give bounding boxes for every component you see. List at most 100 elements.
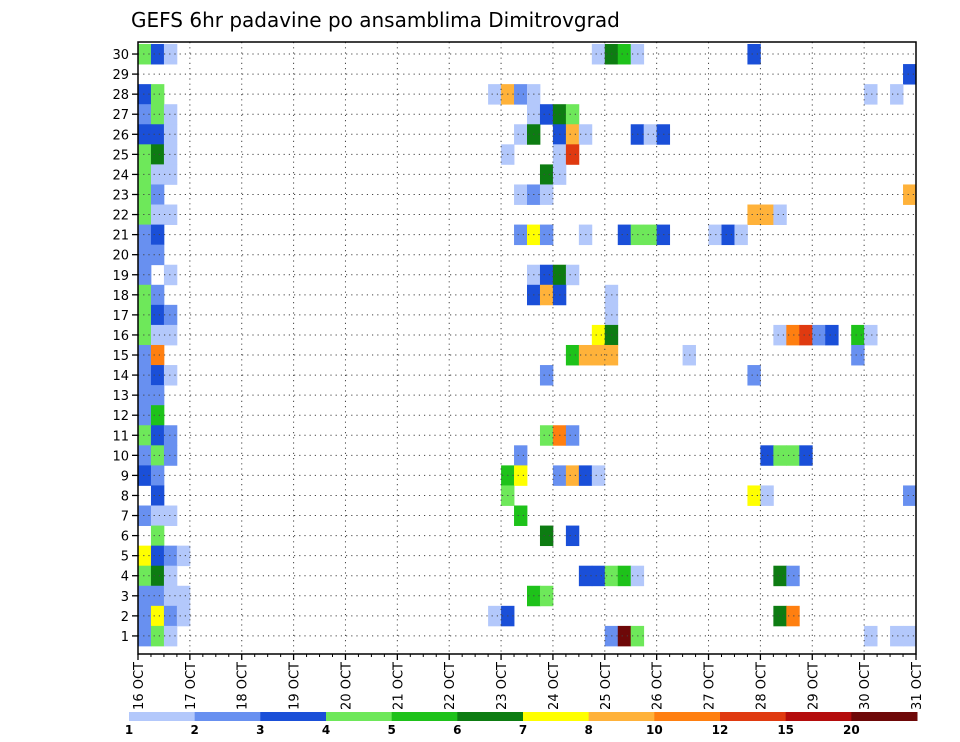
cell-member-2-174 — [163, 605, 178, 627]
colorbar-swatch-2 — [260, 712, 327, 721]
cell-member-27-17 — [138, 104, 152, 125]
cell-member-7-146 — [150, 505, 165, 526]
x-tick-label-7: 23 OCT — [495, 662, 510, 710]
cell-member-22-54 — [163, 204, 178, 225]
cell-member-10-126 — [163, 445, 178, 466]
cell-member-16-94 — [773, 324, 787, 346]
cell-member-2-179 — [786, 605, 800, 627]
cell-member-22-52 — [138, 204, 152, 225]
cell-member-29-8 — [903, 64, 917, 85]
cell-member-7-145 — [138, 505, 152, 526]
cell-member-21-58 — [138, 224, 152, 246]
cell-member-22-57 — [773, 204, 787, 225]
x-tick-label-5: 21 OCT — [391, 662, 406, 710]
cell-member-19-78 — [565, 264, 580, 286]
cell-member-2-172 — [138, 605, 152, 627]
y-tick-label-1: 1 — [121, 630, 129, 645]
colorbar-label-20: 20 — [843, 723, 860, 737]
cell-member-4-164 — [773, 565, 787, 587]
cell-member-28-10 — [150, 84, 165, 105]
cell-member-28-15 — [864, 84, 878, 105]
y-tick-label-16: 16 — [112, 329, 129, 344]
colorbar-label-10: 10 — [646, 723, 663, 737]
cell-member-12-117 — [150, 405, 165, 426]
cell-member-1-181 — [150, 625, 165, 647]
cell-member-17-85 — [138, 304, 152, 326]
cell-member-5-153 — [150, 545, 165, 567]
x-tick-label-12: 28 OCT — [754, 662, 769, 710]
cell-member-18-79 — [138, 284, 152, 306]
cell-member-5-155 — [176, 545, 191, 567]
y-tick-label-30: 30 — [112, 48, 129, 63]
cell-member-30-3 — [591, 44, 606, 65]
cell-member-11-118 — [138, 425, 152, 446]
cell-member-21-70 — [734, 224, 748, 246]
colorbar-label-15: 15 — [777, 723, 794, 737]
x-tick-label-13: 29 OCT — [806, 662, 821, 710]
cell-member-4-160 — [591, 565, 606, 587]
grid-lines — [138, 42, 916, 654]
cell-member-23-51 — [903, 184, 917, 205]
cell-member-26-26 — [163, 124, 178, 145]
colorbar-label-7: 7 — [519, 723, 527, 737]
cell-member-3-169 — [176, 585, 191, 607]
cell-member-25-35 — [138, 144, 152, 165]
colorbar-swatch-10 — [785, 712, 852, 721]
y-tick-label-19: 19 — [112, 269, 129, 284]
cell-member-20-71 — [138, 244, 152, 266]
cell-member-20-72 — [150, 244, 165, 266]
cell-member-14-109 — [138, 365, 152, 386]
colorbar-swatch-9 — [720, 712, 787, 721]
cell-member-16-97 — [812, 324, 826, 346]
cell-member-16-98 — [825, 324, 839, 346]
cell-member-8-142 — [747, 485, 761, 506]
cell-member-16-99 — [851, 324, 865, 346]
cell-member-24-41 — [138, 164, 152, 185]
cell-member-23-46 — [138, 184, 152, 205]
cell-member-7-147 — [163, 505, 178, 526]
cell-member-24-42 — [150, 164, 165, 185]
chart-title: GEFS 6hr padavine po ansamblima Dimitrov… — [131, 8, 620, 32]
cell-member-10-124 — [138, 445, 152, 466]
colorbar-label-8: 8 — [584, 723, 592, 737]
cell-member-5-154 — [163, 545, 178, 567]
cell-member-24-44 — [539, 164, 554, 185]
cell-member-9-135 — [514, 465, 528, 486]
x-tick-label-4: 20 OCT — [339, 662, 354, 710]
cell-member-8-140 — [150, 485, 165, 506]
cell-member-16-90 — [150, 324, 165, 346]
cell-member-21-64 — [617, 224, 632, 246]
cell-member-27-18 — [150, 104, 165, 125]
cell-member-11-123 — [565, 425, 580, 446]
colorbar-label-6: 6 — [453, 723, 461, 737]
colorbar-label-4: 4 — [322, 723, 330, 737]
cell-member-16-91 — [163, 324, 178, 346]
cell-member-11-120 — [163, 425, 178, 446]
cell-member-13-115 — [150, 385, 165, 406]
y-tick-label-26: 26 — [112, 128, 129, 143]
cell-member-3-168 — [163, 585, 178, 607]
cell-member-26-24 — [138, 124, 152, 145]
cell-member-25-40 — [565, 144, 580, 165]
colorbar-swatch-7 — [588, 712, 655, 721]
cell-member-1-180 — [138, 625, 152, 647]
cell-member-3-166 — [138, 585, 152, 607]
cell-member-25-37 — [163, 144, 178, 165]
heatmap-cells — [138, 44, 917, 647]
cell-member-21-69 — [721, 224, 735, 246]
cell-member-4-158 — [163, 565, 178, 587]
cell-member-14-112 — [539, 365, 554, 386]
y-tick-label-28: 28 — [112, 88, 129, 103]
x-tick-label-8: 24 OCT — [547, 662, 562, 710]
cell-member-21-60 — [514, 224, 528, 246]
y-tick-label-21: 21 — [112, 229, 129, 244]
y-tick-label-14: 14 — [112, 369, 129, 384]
cell-member-4-157 — [150, 565, 165, 587]
x-tick-label-3: 19 OCT — [288, 662, 303, 710]
cell-member-23-48 — [514, 184, 528, 205]
x-tick-label-10: 26 OCT — [651, 662, 666, 710]
y-tick-label-3: 3 — [121, 590, 129, 605]
cell-member-15-105 — [591, 344, 606, 366]
cell-member-21-59 — [150, 224, 165, 246]
colorbar-swatch-0 — [129, 712, 196, 721]
